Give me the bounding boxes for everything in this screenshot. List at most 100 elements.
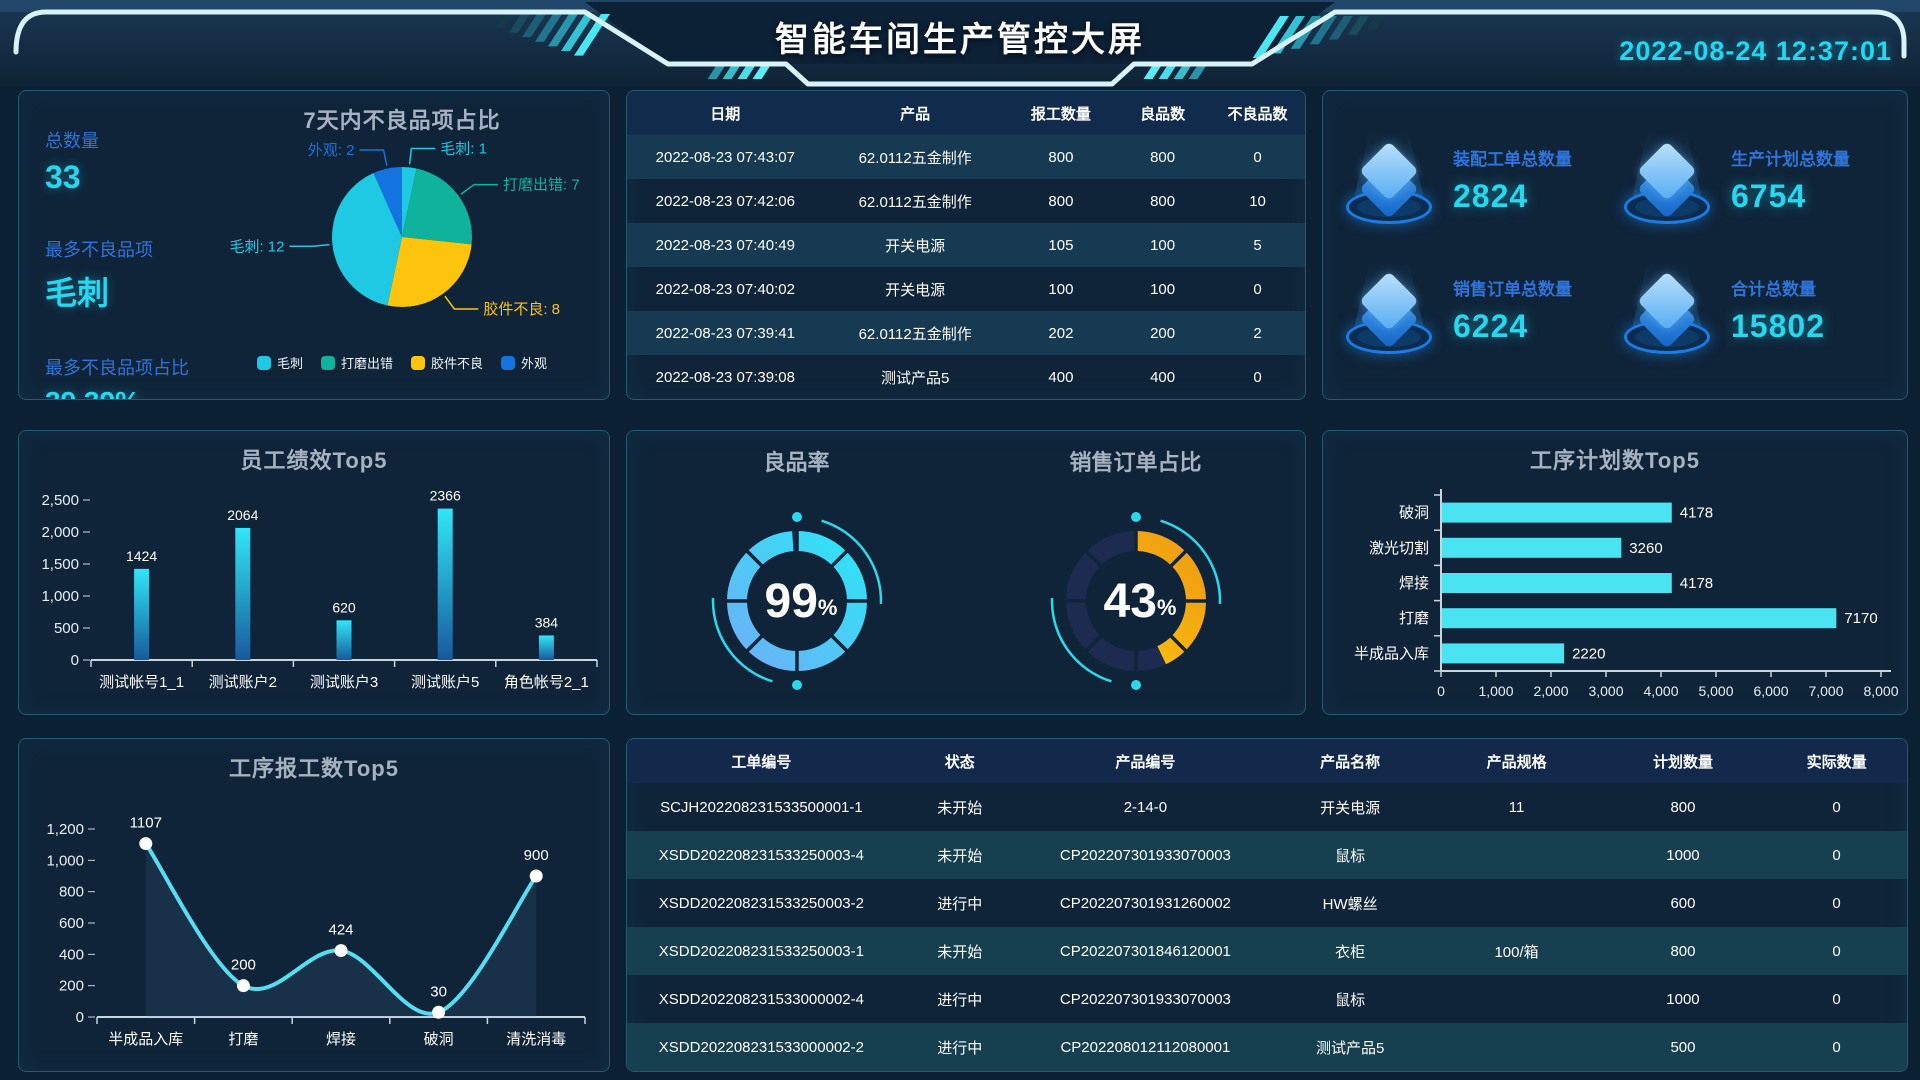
stat-card-label: 合计总数量	[1731, 280, 1816, 299]
gauge-value: 43%	[1103, 575, 1176, 628]
table-cell	[1433, 879, 1599, 927]
table-row: SCJH202208231533500001-1 未开始 2-14-0 开关电源 11 8…	[627, 783, 1907, 831]
table-cell: 11	[1508, 798, 1525, 816]
stat-card-label: 销售订单总数量	[1453, 280, 1572, 299]
x-axis-category-label: 测试账户2	[209, 674, 277, 691]
header-stripe	[752, 66, 770, 79]
chart-title: 工序报工数Top5	[229, 756, 399, 781]
table-cell: CP202207301931260002	[1059, 894, 1231, 912]
column-header: 产品编号	[1115, 753, 1176, 771]
stat-value: 毛刺	[45, 275, 110, 311]
table-cell: 鼠标	[1335, 847, 1366, 865]
table-row: 2022-08-23 07:40:02 开关电源 100 100 0	[627, 267, 1305, 311]
pie-label: 毛刺: 1	[440, 140, 487, 157]
table-cell: XSDD202208231533250003-2	[658, 894, 864, 912]
x-axis-category-label: 打磨	[228, 1031, 258, 1048]
bar	[1442, 608, 1837, 629]
table-header-row: 工单编号 状态 产品编号 产品名称 产品规格 计划数量 实际数量	[627, 739, 1907, 783]
table-cell: 测试产品5	[1316, 1039, 1385, 1057]
x-axis-tick-label: 4,000	[1643, 683, 1678, 699]
gauge-decor-arc	[1050, 598, 1112, 683]
bar	[538, 635, 554, 660]
column-header: 产品名称	[1320, 753, 1381, 771]
bar-value-label: 2366	[430, 488, 461, 504]
legend-item: 外观	[501, 353, 547, 372]
header-stripe	[1328, 16, 1353, 40]
y-axis-tick-label: 400	[59, 946, 84, 963]
table-row: 2022-08-23 07:40:49 开关电源 105 100 5	[627, 223, 1305, 267]
line-area	[145, 843, 537, 1017]
page-title: 智能车间生产管控大屏	[775, 21, 1145, 59]
table-cell: 2022-08-23 07:42:06	[655, 192, 795, 210]
work-order-table: 工单编号 状态 产品编号 产品名称 产品规格 计划数量 实际数量 SCJH202208231…	[627, 739, 1907, 1071]
stat-card-production-plans: 生产计划总数量 6754	[1615, 115, 1893, 245]
x-axis-category-label: 角色帐号2_1	[504, 674, 589, 691]
defect-report-table: 日期 产品 报工数量 良品数 不良品数 2022-08-23 07:43:07 62.01…	[627, 91, 1305, 399]
gauge-decor-dot	[791, 512, 802, 522]
table-cell	[1433, 975, 1599, 1023]
stat-top-defect: 最多不良品项 毛刺	[45, 236, 189, 314]
table-cell: 800	[1150, 148, 1176, 166]
point-value-label: 30	[430, 983, 447, 1000]
table-cell: 100	[1048, 280, 1074, 298]
x-axis-tick-label: 7,000	[1808, 683, 1843, 699]
panel-order-totals: 装配工单总数量 2824 生产计划总数量 6754	[1322, 90, 1908, 400]
x-axis-tick-label: 2,000	[1533, 683, 1568, 699]
stat-card-grand-total: 合计总数量 15802	[1615, 245, 1893, 375]
table-cell: HW螺丝	[1322, 895, 1378, 913]
column-header: 报工数量	[1030, 105, 1091, 123]
table-cell: 100	[1150, 236, 1176, 254]
y-axis-tick-label: 0	[76, 1009, 84, 1026]
x-axis-tick-label: 6,000	[1753, 683, 1788, 699]
table-row: XSDD202208231533250003-4 未开始 CP20220730193…	[627, 831, 1907, 879]
table-cell: 10	[1249, 192, 1266, 210]
table-row: 2022-08-23 07:39:08 测试产品5 400 400 0	[627, 355, 1305, 399]
x-axis-tick-label: 0	[1437, 683, 1445, 699]
table-cell	[1433, 831, 1599, 879]
x-axis-tick-label: 5,000	[1698, 683, 1733, 699]
table-cell: 800	[1048, 148, 1074, 166]
bar-value-label: 3260	[1629, 540, 1662, 557]
layers-icon	[1341, 132, 1437, 228]
table-cell: 0	[1253, 148, 1262, 166]
data-point	[139, 837, 153, 851]
table-cell: 进行中	[937, 991, 983, 1009]
layers-icon	[1619, 132, 1715, 228]
table-cell: CP202208012112080001	[1060, 1038, 1231, 1056]
pie-label-line	[444, 295, 479, 310]
header-stripe	[707, 66, 725, 79]
table-cell: 2022-08-23 07:39:41	[655, 324, 795, 342]
y-axis-tick-label: 1,000	[46, 852, 84, 869]
table-row: XSDD202208231533250003-1 未开始 CP20220730184…	[627, 927, 1907, 975]
stat-card-value: 6224	[1453, 308, 1529, 344]
header-stripe	[1366, 16, 1385, 31]
legend-label: 外观	[521, 356, 548, 371]
chart-title: 良品率	[763, 450, 830, 475]
pie-label: 外观: 2	[308, 142, 355, 159]
y-axis-tick-label: 800	[59, 884, 84, 901]
table-cell: 衣柜	[1335, 943, 1366, 961]
gauge-decor-dot	[1130, 512, 1141, 522]
defect-pie-chart: 毛刺: 1 打磨出错: 7 胶件不良: 8 毛刺: 12 外观: 2	[229, 140, 579, 318]
bar-value-label: 4178	[1680, 505, 1713, 522]
column-header: 状态	[944, 753, 975, 771]
table-cell: 0	[1832, 990, 1841, 1008]
header-stripe	[1347, 16, 1369, 35]
y-axis-tick-label: 600	[59, 915, 84, 932]
table-cell: 0	[1253, 280, 1262, 298]
table-cell: 2	[1253, 324, 1262, 342]
header-stripe	[737, 66, 755, 79]
table-row: XSDD202208231533000002-4 进行中 CP20220730193…	[627, 975, 1907, 1023]
good-rate-gauge-chart: 99%	[711, 512, 882, 690]
gauge-decor-arc	[1159, 519, 1221, 604]
pie-legend: 毛刺 打磨出错 胶件不良 外观	[207, 353, 597, 372]
stat-card-sales-orders: 销售订单总数量 6224	[1337, 245, 1615, 375]
header-stripe	[1173, 66, 1191, 79]
stat-total-count: 总数量 33	[45, 127, 189, 196]
chart-title: 工序计划数Top5	[1530, 448, 1700, 473]
pie-slice	[373, 167, 402, 237]
legend-swatch	[256, 355, 271, 370]
y-axis-tick-label: 2,000	[41, 524, 79, 541]
process-report-line-chart: 0 200 400 600 800 1,000 1,200 1107 半成品入库 200 打磨 424…	[46, 815, 586, 1048]
table-cell: 开关电源	[885, 281, 946, 299]
